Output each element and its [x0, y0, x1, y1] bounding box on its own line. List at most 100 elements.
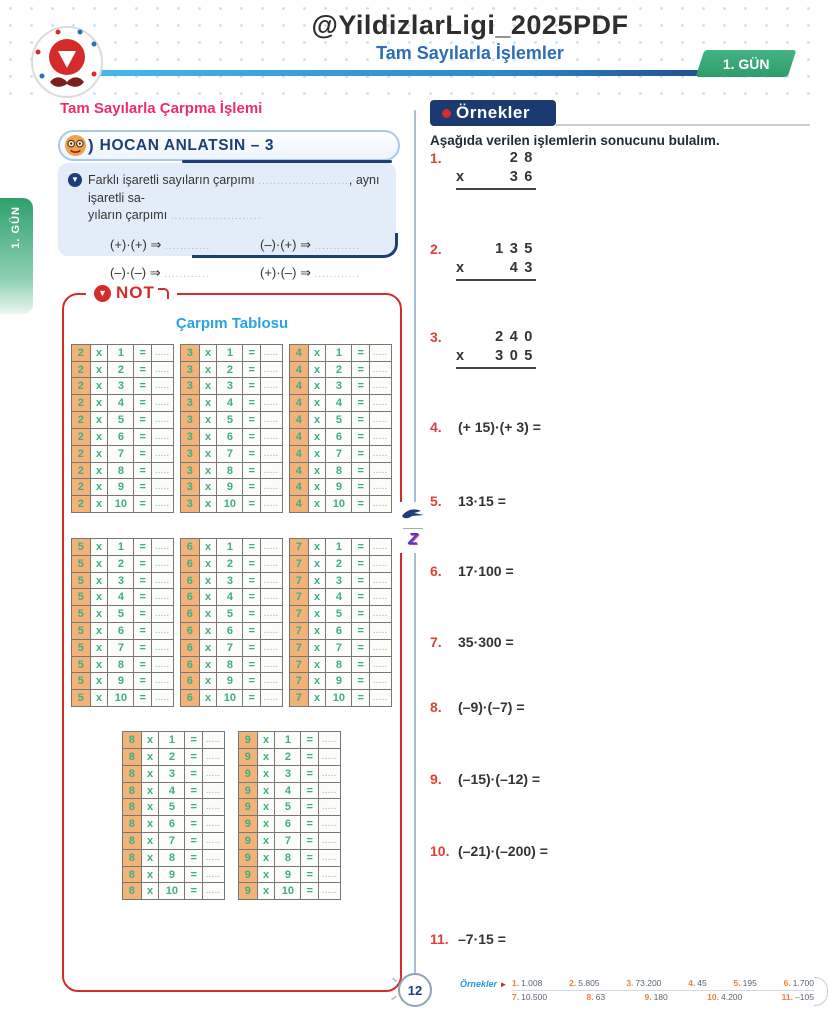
answer-blank-cell[interactable]: .....	[369, 360, 392, 379]
fill-blank[interactable]: ............	[164, 241, 211, 252]
answer-blank-cell[interactable]: .....	[260, 689, 283, 708]
answer-blank-cell[interactable]: .....	[318, 831, 341, 850]
answer-blank-cell[interactable]: .....	[151, 495, 174, 514]
answer-blank-cell[interactable]: .....	[369, 377, 392, 396]
vertical-multiplication[interactable]: 135 x 43	[456, 241, 536, 281]
answer-blank-cell[interactable]: .....	[151, 689, 174, 708]
answer-blank-cell[interactable]: .....	[260, 605, 283, 624]
problem-expression[interactable]: –7·15 =	[458, 931, 506, 947]
fill-blank[interactable]: ........................	[170, 211, 262, 222]
answer-blank-cell[interactable]: .....	[202, 815, 225, 834]
answer-blank-cell[interactable]: .....	[151, 622, 174, 640]
answer-blank-cell[interactable]: .....	[151, 444, 174, 463]
answer-blank-cell[interactable]: .....	[151, 478, 174, 497]
vertical-multiplication[interactable]: 240 x 305	[456, 329, 536, 369]
answer-blank-cell[interactable]: .....	[260, 622, 283, 640]
fill-blank[interactable]: ........................	[258, 176, 349, 187]
answer-blank-cell[interactable]: .....	[202, 747, 225, 766]
answer-blank-cell[interactable]: .....	[202, 798, 225, 817]
answer-blank-cell[interactable]: .....	[151, 360, 174, 379]
answer-blank-cell[interactable]: .....	[260, 343, 283, 362]
multiplier-cell: 6	[325, 622, 353, 640]
answer-blank-cell[interactable]: .....	[151, 394, 174, 413]
answer-blank-cell[interactable]: .....	[318, 747, 341, 766]
problem-expression[interactable]: (+ 15)·(+ 3) =	[458, 419, 541, 435]
answer-blank-cell[interactable]: .....	[369, 461, 392, 480]
answer-blank-cell[interactable]: .....	[318, 764, 341, 783]
answer-blank-cell[interactable]: .....	[151, 343, 174, 362]
answer-blank-cell[interactable]: .....	[151, 554, 174, 573]
answer-blank-cell[interactable]: .....	[318, 798, 341, 817]
answer-blank-cell[interactable]: .....	[369, 444, 392, 463]
answer-blank-cell[interactable]: .....	[151, 377, 174, 396]
answer-blank-cell[interactable]: .....	[202, 865, 225, 884]
answer-blank-cell[interactable]: .....	[260, 672, 283, 691]
answer-blank-cell[interactable]: .....	[151, 427, 174, 446]
answer-blank-cell[interactable]: .....	[202, 831, 225, 850]
answer-blank-cell[interactable]: .....	[151, 411, 174, 430]
answer-blank-cell[interactable]: .....	[260, 571, 283, 590]
answer-blank-cell[interactable]: .....	[202, 764, 225, 783]
answer-blank-cell[interactable]: .....	[369, 622, 392, 640]
answer-blank-cell[interactable]: .....	[369, 495, 392, 514]
answer-blank-cell[interactable]: .....	[151, 655, 174, 674]
answer-blank-cell[interactable]: .....	[151, 537, 174, 556]
answer-blank-cell[interactable]: .....	[369, 571, 392, 590]
answer-blank-cell[interactable]: .....	[369, 554, 392, 573]
answer-blank-cell[interactable]: .....	[151, 672, 174, 691]
answer-blank-cell[interactable]: .....	[260, 444, 283, 463]
answer-blank-cell[interactable]: .....	[260, 394, 283, 413]
answer-blank-cell[interactable]: .....	[151, 571, 174, 590]
fill-blank[interactable]: ............	[314, 241, 360, 252]
answer-blank-cell[interactable]: .....	[369, 689, 392, 708]
fill-blank[interactable]: ............	[314, 269, 360, 280]
answer-blank-cell[interactable]: .....	[260, 655, 283, 674]
problem-expression[interactable]: 13·15 =	[458, 493, 506, 509]
answer-blank-cell[interactable]: .....	[369, 537, 392, 556]
answer-blank-cell[interactable]: .....	[318, 731, 341, 750]
answer-blank-cell[interactable]: .....	[260, 588, 283, 607]
answer-blank-cell[interactable]: .....	[260, 554, 283, 573]
answer-blank-cell[interactable]: .....	[151, 461, 174, 480]
answer-blank-cell[interactable]: .....	[260, 461, 283, 480]
problem-expression[interactable]: 35·300 =	[458, 634, 514, 650]
answer-blank-cell[interactable]: .....	[260, 537, 283, 556]
answer-blank-cell[interactable]: .....	[202, 848, 225, 867]
problem-expression[interactable]: (–9)·(–7) =	[458, 699, 525, 715]
answer-blank-cell[interactable]: .....	[369, 605, 392, 624]
answer-blank-cell[interactable]: .....	[260, 495, 283, 514]
answer-blank-cell[interactable]: .....	[260, 638, 283, 657]
answer-blank-cell[interactable]: .....	[202, 882, 225, 901]
answer-blank-cell[interactable]: .....	[260, 478, 283, 497]
table-row: 3 x 6 =.....	[179, 427, 283, 446]
answer-blank-cell[interactable]: .....	[260, 360, 283, 379]
answer-blank-cell[interactable]: .....	[318, 882, 341, 901]
answer-blank-cell[interactable]: .....	[369, 478, 392, 497]
problem-expression[interactable]: (–21)·(–200) =	[458, 843, 548, 859]
answer-blank-cell[interactable]: .....	[318, 781, 341, 800]
answer-blank-cell[interactable]: .....	[202, 781, 225, 800]
answer-blank-cell[interactable]: .....	[369, 638, 392, 657]
answer-blank-cell[interactable]: .....	[318, 848, 341, 867]
answer-blank-cell[interactable]: .....	[151, 638, 174, 657]
answer-blank-cell[interactable]: .....	[260, 427, 283, 446]
answer-blank-cell[interactable]: .....	[369, 588, 392, 607]
answer-blank-cell[interactable]: .....	[369, 672, 392, 691]
answer-blank-cell[interactable]: .....	[318, 865, 341, 884]
answer-blank-cell[interactable]: .....	[318, 815, 341, 834]
answer-blank-cell[interactable]: .....	[151, 605, 174, 624]
problem-expression[interactable]: 17·100 =	[458, 563, 514, 579]
answer-blank-cell[interactable]: .....	[369, 427, 392, 446]
problem-expression[interactable]: (–15)·(–12) =	[458, 771, 541, 787]
answer-blank-cell[interactable]: .....	[369, 655, 392, 674]
answer-blank-cell[interactable]: .....	[260, 411, 283, 430]
ornekler-red-dot-icon	[442, 109, 451, 118]
answer-blank-cell[interactable]: .....	[369, 394, 392, 413]
answer-blank-cell[interactable]: .....	[369, 411, 392, 430]
answer-blank-cell[interactable]: .....	[202, 731, 225, 750]
vertical-multiplication[interactable]: 28 x 36	[456, 150, 536, 190]
answer-blank-cell[interactable]: .....	[260, 377, 283, 396]
answer-blank-cell[interactable]: .....	[369, 343, 392, 362]
answer-blank-cell[interactable]: .....	[151, 588, 174, 607]
fill-blank[interactable]: ............	[164, 269, 210, 280]
